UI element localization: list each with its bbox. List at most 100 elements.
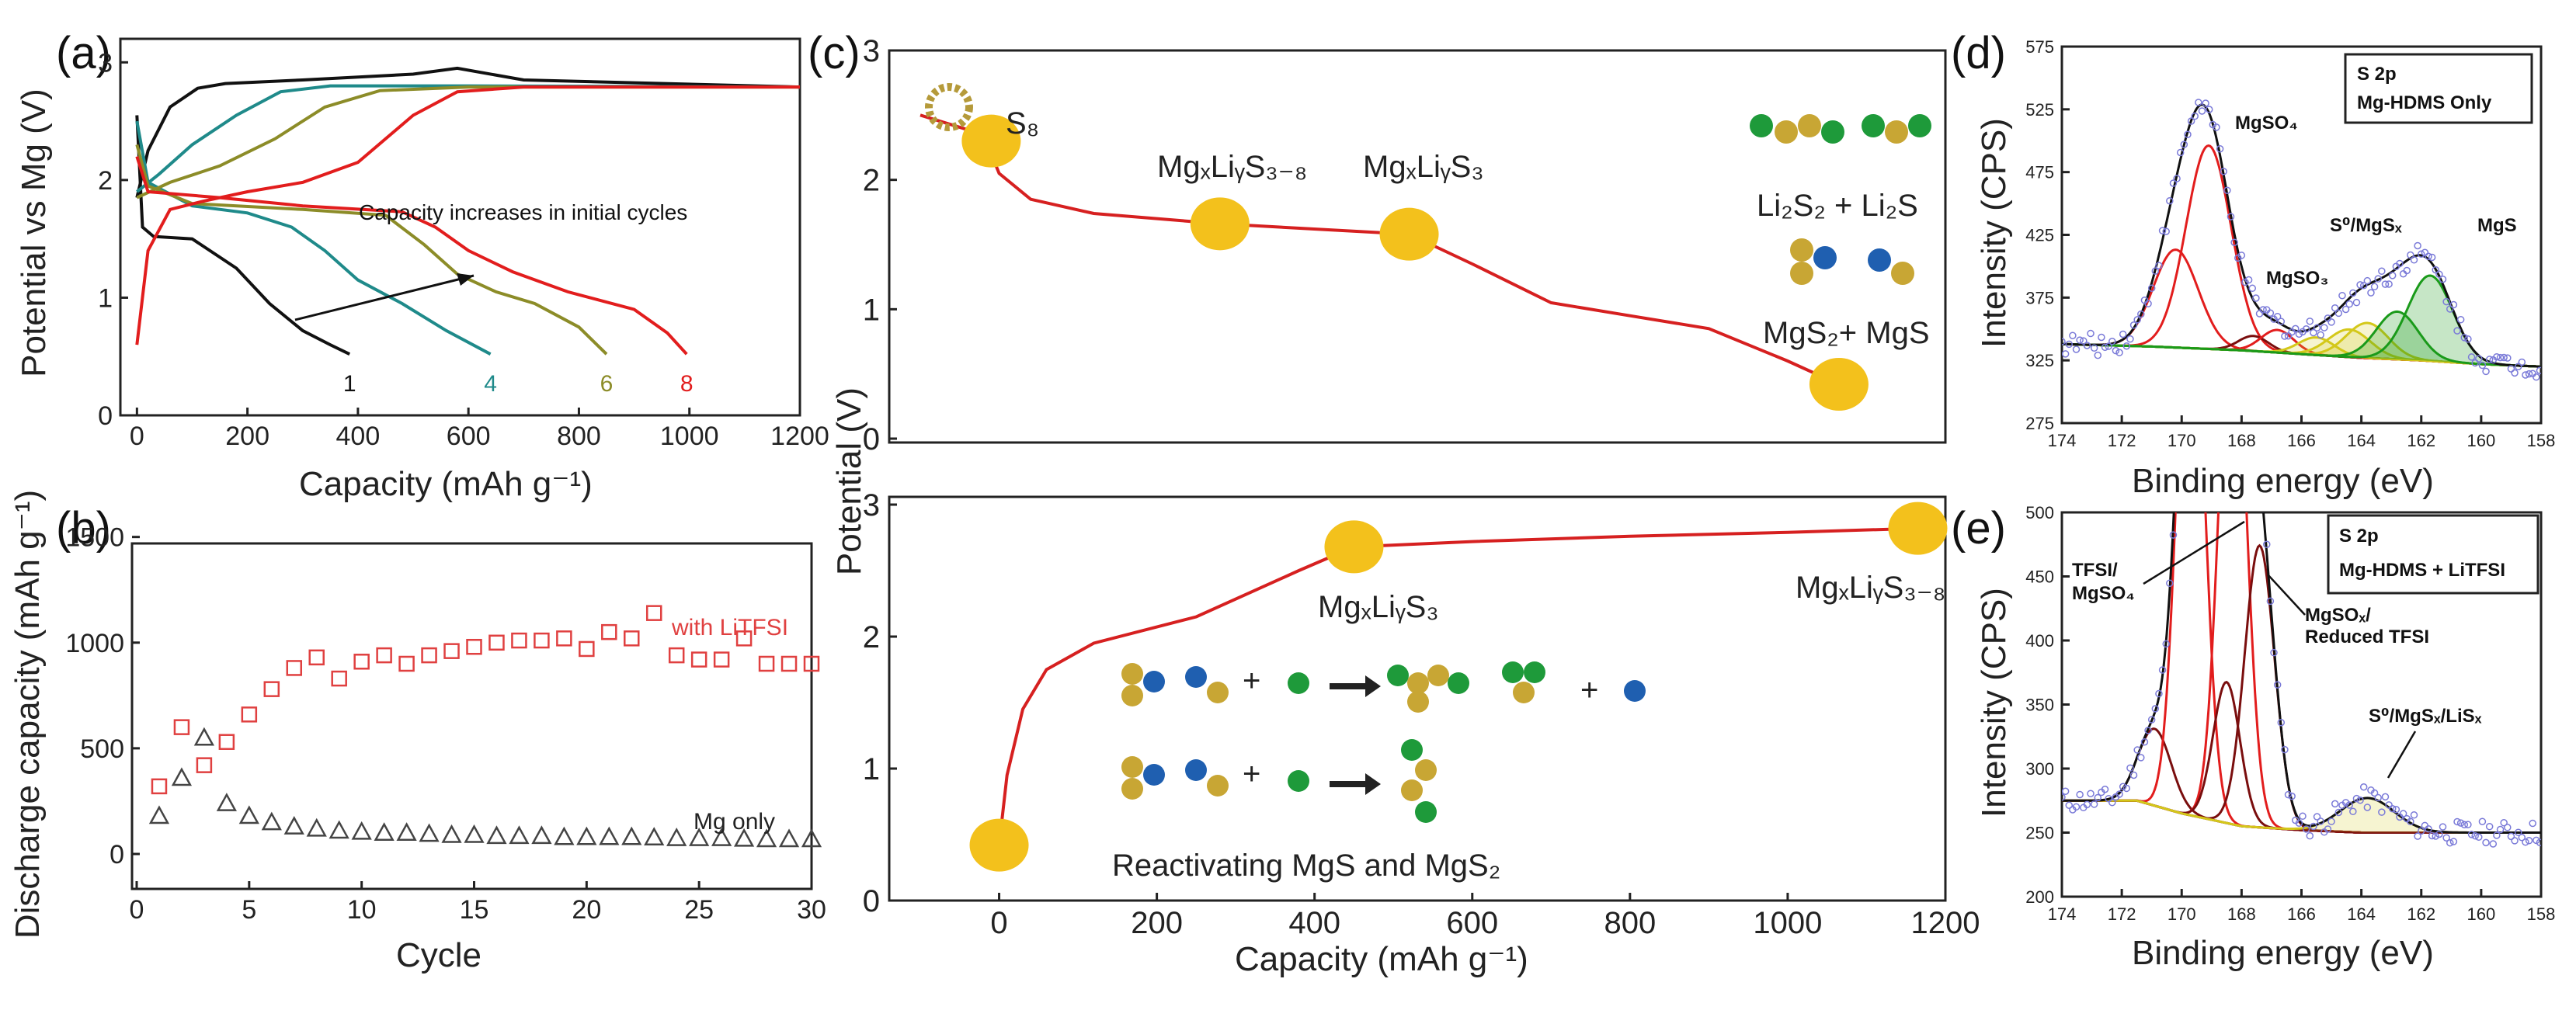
litfsi-point — [241, 706, 258, 723]
x-tick-label: 600 — [1446, 906, 1498, 940]
raw-data-point — [2410, 811, 2418, 819]
litfsi-point — [624, 630, 640, 647]
panel-d-legend-line1: S 2p — [2357, 64, 2397, 85]
raw-data-point — [2266, 597, 2275, 606]
litfsi-point — [556, 630, 572, 647]
raw-data-point — [2144, 300, 2152, 307]
y-tick-label: 325 — [2025, 351, 2054, 370]
raw-data-point — [2418, 250, 2425, 259]
raw-data-point — [2263, 540, 2271, 549]
raw-data-point — [2456, 819, 2465, 827]
bottom-state-dot — [969, 818, 1029, 872]
raw-data-point — [2460, 334, 2469, 342]
x-tick-label: 174 — [2048, 431, 2077, 450]
c-label-mgxliys38-bottom: MgₓLiᵧS₃₋₈ — [1796, 571, 1945, 605]
discharge-curve-cycle-1 — [135, 115, 351, 356]
raw-data-point — [2533, 836, 2540, 845]
charge-curve-cycle-6 — [136, 85, 800, 200]
raw-data-point — [2087, 790, 2095, 797]
raw-data-point — [2536, 366, 2541, 375]
raw-data-point — [2425, 825, 2432, 833]
s8-ring-icon — [925, 83, 973, 131]
raw-data-point — [2169, 179, 2178, 187]
panel-d-legend-line2: Mg-HDMS Only — [2357, 92, 2492, 113]
mg-only-point — [509, 825, 530, 845]
raw-data-point — [2453, 817, 2461, 826]
raw-data-point — [2514, 828, 2522, 836]
x-tick-label: 25 — [684, 895, 714, 925]
y-tick-label: 3 — [98, 48, 113, 78]
litfsi-point — [511, 632, 527, 649]
raw-data-point — [2101, 786, 2109, 793]
top-y-tick-label: 1 — [863, 293, 880, 327]
panel-e-ylabel: Intensity (CPS) — [1975, 588, 2013, 817]
raw-data-point — [2313, 324, 2321, 332]
raw-data-point — [2345, 801, 2353, 809]
top-state-dot — [1190, 197, 1250, 251]
raw-data-point — [2475, 355, 2483, 363]
raw-data-point — [2349, 807, 2357, 816]
x-tick-label: 1200 — [770, 422, 829, 451]
raw-data-point — [2151, 705, 2160, 713]
raw-data-point — [2288, 792, 2296, 800]
panel-e-legend-line2: Mg-HDMS + LiTFSI — [2339, 560, 2505, 581]
panel-d-xlabel: Binding energy (eV) — [2132, 462, 2434, 500]
raw-data-point — [2108, 337, 2116, 345]
litfsi-point — [218, 734, 235, 750]
mg-only-point — [576, 826, 597, 845]
raw-data-point — [2392, 805, 2400, 814]
raw-data-point — [2176, 148, 2185, 157]
raw-data-point — [2485, 822, 2494, 831]
raw-data-point — [2087, 329, 2095, 338]
litfsi-point — [466, 638, 482, 655]
raw-data-point — [2173, 175, 2181, 182]
mg-only-point — [329, 820, 349, 839]
c-label-li2s2-li2s: Li₂S₂ + Li₂S — [1757, 189, 1918, 223]
raw-data-point — [2115, 790, 2123, 798]
panel-e-label: (e) — [1951, 503, 2006, 554]
x-tick-label: 0 — [130, 895, 144, 925]
panel-a-frame — [119, 37, 801, 417]
raw-data-point — [2213, 123, 2220, 131]
litfsi-point — [713, 651, 730, 668]
svg-text:+: + — [1580, 673, 1598, 707]
raw-data-point — [2518, 834, 2526, 842]
raw-data-point — [2489, 840, 2498, 848]
raw-data-point — [2407, 817, 2414, 826]
raw-data-point — [2166, 196, 2174, 205]
raw-data-point — [2378, 267, 2386, 276]
top-state-dot — [1379, 207, 1439, 261]
panel-c-mechanism: (c) 0 0 1 1 2 2 3 3 0 200 400 600 800 1000 1200 S₈ Mgₓ… — [808, 28, 1980, 978]
panel-a-label: (a) — [56, 28, 111, 78]
raw-data-point — [2511, 837, 2519, 845]
raw-data-point — [2352, 298, 2361, 307]
litfsi-point — [398, 655, 415, 672]
raw-data-point — [2388, 805, 2397, 813]
x-tick-label: 164 — [2347, 431, 2376, 450]
mg-only-point — [689, 827, 710, 846]
mg-only-point — [441, 824, 462, 843]
charge-curve-cycle-1 — [135, 66, 801, 199]
raw-data-point — [2507, 832, 2515, 841]
raw-data-point — [2129, 321, 2138, 329]
panel-e-anno-s0mgsx-lisx: S⁰/MgSₓ/LiSₓ — [2369, 706, 2482, 727]
raw-data-point — [2374, 793, 2382, 802]
litfsi-point — [173, 719, 190, 735]
raw-data-point — [2496, 825, 2505, 834]
panel-e-legend-box — [2327, 514, 2539, 595]
raw-data-point — [2137, 754, 2145, 762]
raw-data-point — [2069, 331, 2077, 339]
litfsi-point — [331, 670, 347, 687]
panel-a-ylabel: Potential vs Mg (V) — [15, 89, 53, 377]
raw-data-point — [2352, 794, 2361, 803]
raw-data-point — [2439, 275, 2447, 283]
raw-data-point — [2147, 716, 2156, 724]
raw-data-point — [2259, 306, 2267, 314]
raw-data-point — [2381, 280, 2390, 288]
raw-data-point — [2076, 336, 2084, 344]
litfsi-point — [443, 643, 460, 659]
raw-data-point — [2184, 130, 2192, 139]
litfsi-point — [308, 649, 325, 666]
raw-data-point — [2065, 340, 2074, 349]
